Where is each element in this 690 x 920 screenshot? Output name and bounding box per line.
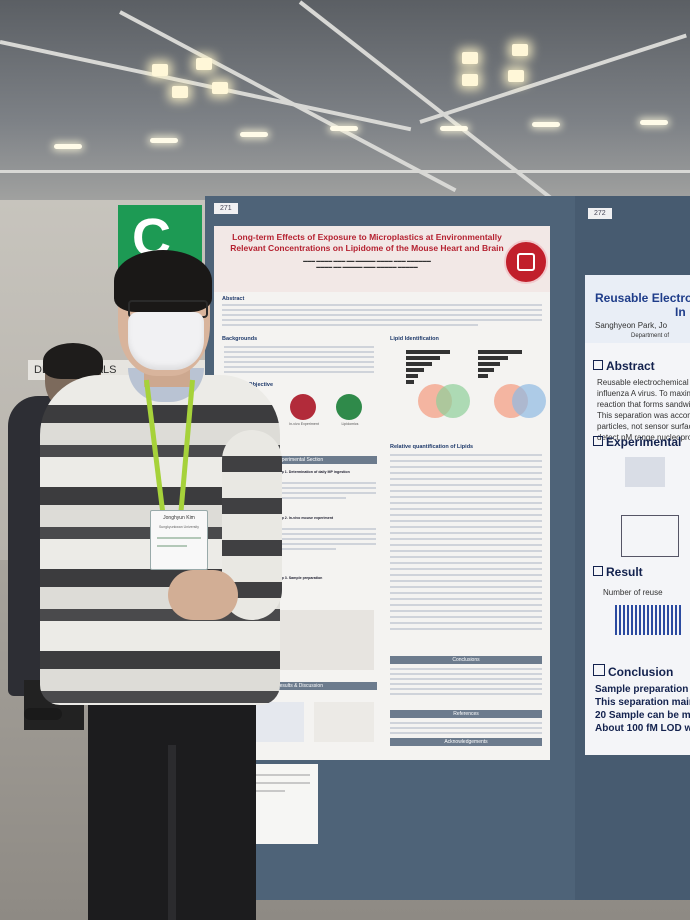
objective-label: In-vivo Experiment	[289, 422, 319, 426]
section-abstract: Abstract	[222, 296, 245, 302]
adjacent-section-conclusion: Conclusion	[593, 663, 673, 681]
ceiling-light	[512, 44, 528, 56]
ceiling-light	[196, 58, 212, 70]
adjacent-section-experimental: Experimental	[593, 435, 681, 449]
adjacent-figure	[625, 457, 665, 487]
adjacent-graph	[621, 515, 679, 557]
adjacent-result-sub: Number of reuse	[603, 588, 663, 597]
section-relative-quantification: Relative quantification of Lipids	[390, 444, 474, 450]
badge-name: Jonghyun Kim	[163, 515, 195, 521]
ceiling	[0, 0, 690, 220]
adjacent-conclusion-text: Sample preparation an This separation ma…	[595, 684, 690, 734]
section-conclusions: Conclusions	[390, 656, 542, 664]
references-text	[390, 722, 542, 737]
adjacent-poster: Reusable Electro In Sanghyeon Park, Jo D…	[585, 275, 690, 755]
badge-stripe	[157, 537, 201, 539]
venn-circle	[512, 384, 546, 418]
presenter-hands	[168, 570, 238, 620]
adjacent-abstract-text: Reusable electrochemical s influenza A v…	[597, 378, 690, 442]
ceiling-light	[462, 74, 478, 86]
ceiling-light	[212, 82, 228, 94]
adjacent-poster-title-line2: In	[675, 305, 686, 319]
ceiling-beam	[0, 170, 690, 173]
adjacent-poster-header	[585, 275, 690, 343]
university-logo	[504, 240, 548, 284]
ceiling-lamp	[54, 144, 82, 149]
presenter-face-mask	[128, 312, 204, 370]
section-acknowledgements: Acknowledgements	[390, 738, 542, 746]
ceiling-lamp	[440, 126, 468, 131]
ceiling-light	[508, 70, 524, 82]
ceiling-light	[462, 52, 478, 64]
ceiling-light	[152, 64, 168, 76]
ceiling-lamp	[640, 120, 668, 125]
badge-stripe	[157, 545, 187, 547]
adjacent-poster-dept: Department of	[631, 333, 670, 339]
abstract-text	[222, 304, 542, 329]
section-references: References	[390, 710, 542, 718]
poster-title: Long-term Effects of Exposure to Micropl…	[230, 232, 504, 253]
experimental-step: Step 1. Determination of daily MP ingest…	[276, 470, 350, 474]
ceiling-lamp	[532, 122, 560, 127]
lipid-bar-chart	[406, 350, 450, 384]
lipid-bar-chart	[478, 350, 522, 378]
experimental-step: Step 3. Sample preparation	[276, 576, 323, 580]
name-badge: Jonghyun Kim Sungkyunkwan University	[150, 510, 208, 570]
section-backgrounds: Backgrounds	[222, 336, 258, 342]
results-figure	[314, 702, 374, 742]
background-person-hair	[43, 343, 103, 379]
section-lipid-identification: Lipid Identification	[390, 336, 439, 342]
lipid-table	[390, 454, 542, 638]
venn-circle	[436, 384, 470, 418]
ceiling-lamp	[150, 138, 178, 143]
ceiling-light	[172, 86, 188, 98]
adjacent-section-abstract: Abstract	[593, 359, 655, 373]
section-experimental: Experimental Section	[222, 456, 377, 464]
presenter-pants-seam	[168, 745, 176, 920]
board-number-tag: 271	[214, 203, 238, 214]
background-person-shoe	[24, 708, 62, 720]
section-results: Results & Discussion	[222, 682, 377, 690]
step-details	[276, 528, 376, 553]
adjacent-poster-title: Reusable Electro	[595, 291, 690, 305]
adjacent-poster-authors: Sanghyeon Park, Jo	[595, 321, 668, 330]
conclusions-text	[390, 668, 542, 698]
backgrounds-text	[224, 346, 374, 376]
badge-affiliation: Sungkyunkwan University	[158, 525, 200, 529]
objective-circle	[290, 394, 316, 420]
step-details	[276, 482, 376, 502]
objective-circle	[336, 394, 362, 420]
ceiling-lamp	[240, 132, 268, 137]
adjacent-section-result: Result	[593, 565, 643, 579]
poster-authors: ▬▬▬ ▬▬▬▬ ▬▬▬ ▬▬ ▬▬▬▬▬ ▬▬▬▬ ▬▬▬ ▬▬▬▬▬▬ ▬▬▬…	[303, 258, 431, 269]
board-number-tag: 272	[588, 208, 612, 219]
experimental-step: Step 2. In-vivo mouse experiment	[276, 516, 334, 520]
ceiling-lamp	[330, 126, 358, 131]
objective-label: Lipidomics	[341, 422, 359, 426]
poster-header	[214, 226, 550, 292]
adjacent-result-chart	[615, 605, 681, 635]
